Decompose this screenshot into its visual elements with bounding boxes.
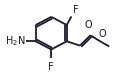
Text: H$_2$N: H$_2$N: [5, 34, 25, 48]
Text: F: F: [48, 62, 54, 72]
Text: F: F: [73, 5, 79, 15]
Text: O: O: [85, 20, 92, 30]
Text: O: O: [99, 29, 106, 39]
